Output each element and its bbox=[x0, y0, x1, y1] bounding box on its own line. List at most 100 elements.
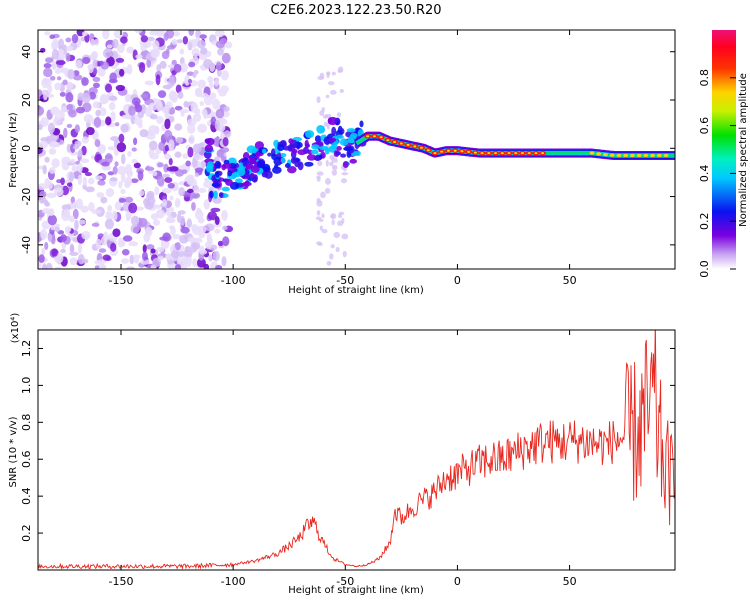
ridge-blob bbox=[235, 178, 243, 184]
noise-blob bbox=[77, 92, 85, 101]
noise-blob bbox=[341, 217, 345, 224]
ridge-hotspot-core bbox=[467, 150, 471, 153]
noise-blob bbox=[193, 237, 203, 243]
ridge-blob bbox=[297, 161, 304, 171]
noise-blob bbox=[80, 36, 86, 42]
ridge-blob bbox=[227, 170, 233, 177]
noise-blob bbox=[60, 234, 67, 243]
noise-blob bbox=[168, 157, 173, 166]
noise-blob bbox=[187, 123, 196, 134]
noise-blob bbox=[179, 48, 185, 55]
noise-blob bbox=[190, 242, 198, 253]
noise-blob bbox=[209, 80, 214, 90]
ridge-hotspot bbox=[602, 152, 608, 157]
noise-blob bbox=[174, 264, 182, 269]
ridge-blob bbox=[343, 146, 353, 151]
noise-blob bbox=[44, 156, 50, 163]
noise-blob bbox=[108, 101, 116, 111]
noise-blob bbox=[69, 243, 75, 254]
noise-blob bbox=[66, 143, 72, 153]
noise-blob bbox=[319, 72, 325, 80]
noise-blob bbox=[71, 165, 79, 172]
noise-blob bbox=[124, 164, 133, 176]
ridge-blob bbox=[306, 154, 317, 161]
noise-blob bbox=[179, 62, 188, 73]
ridge-blob bbox=[225, 178, 233, 186]
noise-blob bbox=[133, 137, 138, 146]
noise-blob bbox=[41, 207, 52, 214]
ridge-blob bbox=[311, 144, 320, 150]
colorbar-tick-label: 0.6 bbox=[698, 117, 711, 135]
ridge-blob bbox=[205, 137, 215, 146]
noise-blob bbox=[43, 63, 52, 69]
noise-blob bbox=[97, 263, 107, 269]
noise-blob bbox=[139, 129, 149, 138]
noise-blob bbox=[212, 98, 221, 110]
ridge-blob bbox=[209, 190, 214, 199]
x-axis-label-bottom: Height of straight line (km) bbox=[288, 585, 424, 596]
ridge-blob bbox=[336, 146, 342, 151]
noise-blob bbox=[134, 104, 143, 113]
noise-blob bbox=[186, 188, 195, 193]
noise-blob bbox=[44, 201, 51, 207]
noise-blob bbox=[43, 67, 53, 78]
noise-blob bbox=[183, 249, 193, 257]
noise-blob bbox=[118, 133, 125, 143]
noise-blob bbox=[194, 167, 204, 173]
noise-blob bbox=[199, 34, 207, 39]
noise-blob bbox=[192, 72, 197, 78]
noise-blob bbox=[324, 187, 331, 194]
noise-blob bbox=[64, 225, 72, 233]
noise-blob bbox=[327, 81, 335, 86]
noise-blob bbox=[221, 209, 228, 221]
noise-blob bbox=[140, 35, 148, 43]
noise-blob bbox=[137, 170, 144, 181]
noise-blob bbox=[38, 147, 43, 155]
noise-blob bbox=[131, 147, 137, 152]
ridge-hotspot bbox=[650, 153, 656, 158]
noise-blob bbox=[140, 104, 147, 115]
noise-blob bbox=[182, 153, 189, 159]
noise-blob bbox=[47, 214, 57, 226]
noise-blob bbox=[215, 108, 225, 119]
noise-blob bbox=[210, 116, 217, 126]
ridge-blob bbox=[271, 153, 278, 160]
noise-blob bbox=[197, 79, 207, 89]
noise-blob bbox=[186, 177, 194, 186]
noise-blob bbox=[174, 105, 183, 111]
ridge-hotspot-core bbox=[440, 150, 444, 153]
noise-blob bbox=[184, 74, 191, 86]
noise-blob bbox=[46, 192, 57, 199]
snr-panel: -150 -100 -50 0 50 0.2 0.4 0.6 0.8 1.0 1.2 Height … bbox=[8, 313, 676, 596]
noise-blob bbox=[339, 88, 344, 93]
ridge-blob bbox=[215, 171, 220, 178]
noise-blob bbox=[92, 58, 98, 70]
noise-blob bbox=[149, 152, 159, 160]
snr-series bbox=[38, 330, 675, 570]
ridge-blob bbox=[272, 166, 282, 174]
noise-blob bbox=[162, 173, 170, 178]
noise-blob bbox=[169, 225, 176, 230]
noise-blob bbox=[66, 123, 73, 128]
noise-blob bbox=[186, 71, 195, 76]
ridge-hotspot bbox=[623, 153, 629, 158]
noise-blob bbox=[167, 64, 176, 69]
noise-blob bbox=[50, 106, 60, 116]
noise-blob bbox=[156, 246, 165, 253]
top-ytick-label: -20 bbox=[20, 188, 33, 206]
noise-blob bbox=[204, 223, 215, 232]
ridge-blob bbox=[335, 134, 344, 139]
noise-blob bbox=[180, 226, 190, 234]
noise-blob bbox=[156, 116, 164, 124]
noise-blob bbox=[157, 90, 167, 99]
noise-blob bbox=[153, 219, 161, 226]
noise-blob bbox=[197, 39, 206, 49]
ridge-blob bbox=[222, 162, 232, 169]
noise-blob bbox=[316, 241, 322, 245]
noise-blob bbox=[158, 141, 167, 151]
noise-blob bbox=[54, 266, 62, 269]
noise-blob bbox=[61, 204, 71, 211]
ridge-blob bbox=[261, 172, 268, 178]
noise-blob bbox=[135, 54, 143, 59]
noise-blob bbox=[321, 228, 328, 234]
